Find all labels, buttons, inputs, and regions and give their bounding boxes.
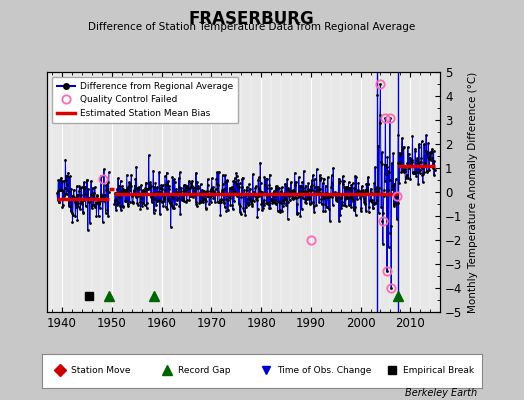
Text: Record Gap: Record Gap (178, 366, 231, 375)
Text: FRASERBURG: FRASERBURG (189, 10, 314, 28)
Text: Berkeley Earth: Berkeley Earth (405, 388, 477, 398)
Text: Station Move: Station Move (71, 366, 130, 375)
Text: Time of Obs. Change: Time of Obs. Change (277, 366, 372, 375)
Text: Difference of Station Temperature Data from Regional Average: Difference of Station Temperature Data f… (88, 22, 415, 32)
Y-axis label: Monthly Temperature Anomaly Difference (°C): Monthly Temperature Anomaly Difference (… (468, 71, 478, 313)
Legend: Difference from Regional Average, Quality Control Failed, Estimated Station Mean: Difference from Regional Average, Qualit… (52, 76, 238, 123)
Text: Empirical Break: Empirical Break (403, 366, 474, 375)
